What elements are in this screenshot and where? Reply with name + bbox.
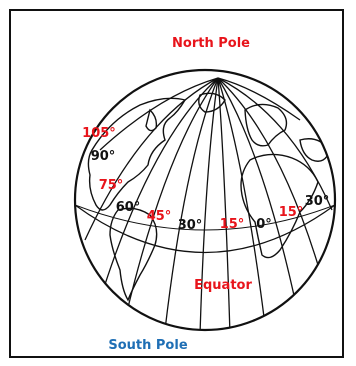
north-pole-label: North Pole	[172, 36, 250, 51]
equator-label: Equator	[194, 278, 252, 293]
longitude-label: 30°	[305, 194, 330, 209]
globe-outline	[73, 68, 337, 332]
longitude-label: 0°	[256, 217, 272, 232]
equator-line	[75, 204, 335, 254]
continent-outlines	[87, 92, 331, 302]
longitude-label: 30°	[178, 218, 203, 233]
longitude-label: 90°	[91, 149, 116, 164]
longitude-label: 45°	[147, 209, 172, 224]
longitude-label: 60°	[116, 200, 141, 215]
south-pole-label: South Pole	[108, 338, 187, 353]
longitude-label: 105°	[82, 126, 116, 141]
longitude-label: 75°	[99, 178, 124, 193]
longitude-label: 15°	[220, 217, 245, 232]
longitude-label: 15°	[279, 205, 304, 220]
